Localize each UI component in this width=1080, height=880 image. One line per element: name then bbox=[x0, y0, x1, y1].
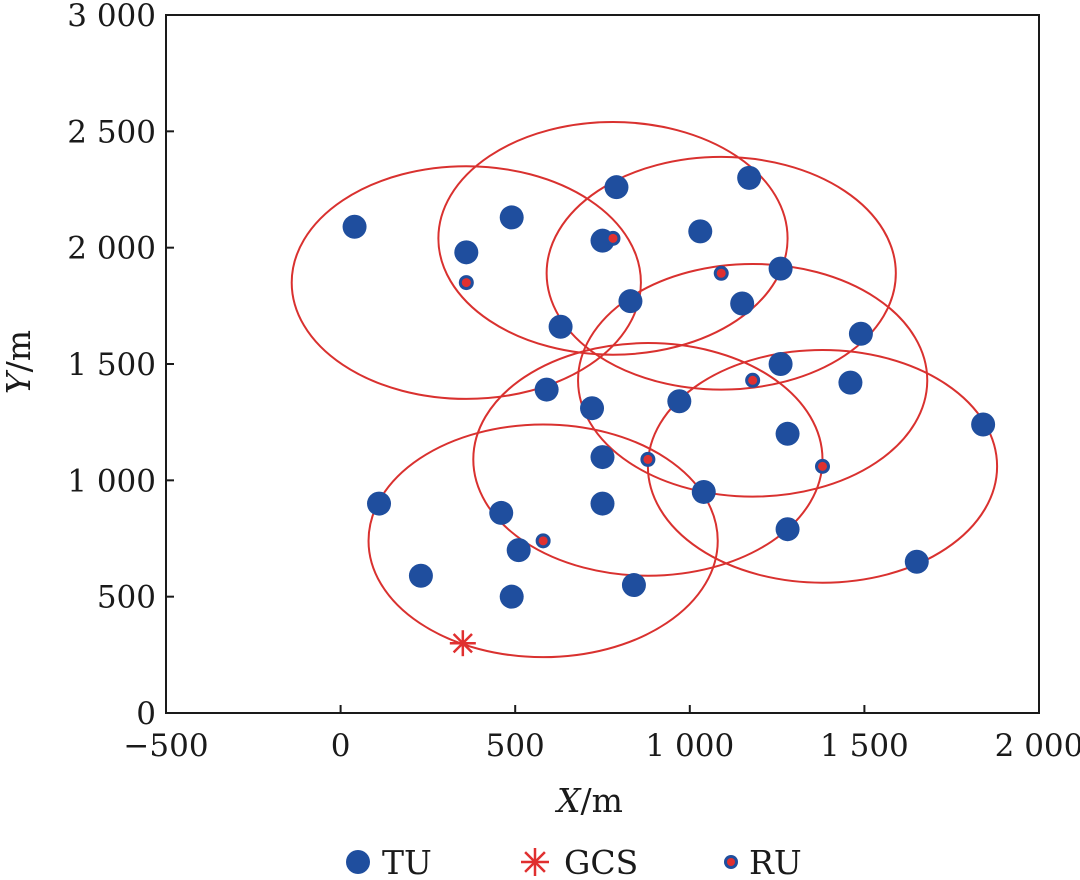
tu-point bbox=[499, 584, 524, 609]
tu-point bbox=[838, 370, 863, 395]
tu-point bbox=[506, 538, 531, 563]
legend-item-ru: RU bbox=[724, 843, 802, 880]
tu-point bbox=[408, 563, 433, 588]
ru-point-inner bbox=[716, 268, 726, 278]
x-tick-label: 2 000 bbox=[995, 728, 1080, 764]
tu-point bbox=[590, 491, 615, 516]
coverage-circle bbox=[437, 121, 789, 356]
ru-point-inner bbox=[538, 536, 548, 546]
tu-point bbox=[775, 421, 800, 446]
x-tick-label: −500 bbox=[123, 728, 208, 764]
legend-gcs-marker bbox=[521, 848, 549, 876]
y-axis-title: Y/m bbox=[0, 330, 38, 394]
axis-ticks bbox=[165, 14, 1040, 714]
ru-point bbox=[713, 265, 729, 281]
ru-point-inner bbox=[461, 278, 471, 288]
tu-point bbox=[548, 314, 573, 339]
y-tick-label: 1 500 bbox=[67, 347, 156, 383]
ru-point-inner bbox=[643, 454, 653, 464]
legend-item-gcs: GCS bbox=[521, 843, 638, 880]
tu-point bbox=[768, 256, 793, 281]
tu-point bbox=[848, 321, 873, 346]
x-tick-label: 1 000 bbox=[645, 728, 734, 764]
tu-point bbox=[667, 389, 692, 414]
tu-point bbox=[489, 500, 514, 525]
gcs-points bbox=[449, 630, 476, 657]
tu-point bbox=[688, 219, 713, 244]
tu-point bbox=[454, 240, 479, 265]
coverage-circles bbox=[290, 121, 999, 659]
coverage-circle bbox=[367, 423, 719, 659]
ru-point-inner bbox=[817, 461, 827, 471]
coverage-circle bbox=[290, 165, 642, 400]
gcs-point bbox=[449, 630, 476, 657]
tu-point bbox=[580, 396, 605, 421]
ru-point-inner bbox=[608, 233, 618, 243]
ru-point bbox=[640, 451, 656, 467]
tu-point bbox=[367, 491, 392, 516]
coverage-circle bbox=[545, 155, 897, 391]
tu-point bbox=[534, 377, 559, 402]
tu-point bbox=[342, 214, 367, 239]
x-tick-label: 0 bbox=[331, 728, 351, 764]
ru-point bbox=[535, 533, 551, 549]
x-tick-label: 500 bbox=[486, 728, 545, 764]
gcs-stroke bbox=[524, 851, 546, 873]
tu-point bbox=[737, 165, 762, 190]
x-axis-title: X/m bbox=[554, 781, 623, 820]
coverage-circle bbox=[577, 262, 929, 498]
tu-point bbox=[621, 573, 646, 598]
ru-point bbox=[745, 372, 761, 388]
x-tick-label: 1 500 bbox=[820, 728, 909, 764]
ru-point bbox=[458, 275, 474, 291]
legend-tu-marker bbox=[346, 850, 370, 874]
tu-point bbox=[971, 412, 996, 437]
tu-point bbox=[590, 445, 615, 470]
y-tick-label: 2 000 bbox=[67, 231, 156, 267]
ru-point bbox=[814, 458, 830, 474]
legend-ru-label: RU bbox=[749, 843, 802, 880]
tu-point bbox=[768, 352, 793, 376]
tu-point bbox=[604, 175, 629, 200]
ru-points bbox=[458, 230, 830, 549]
legend: TU GCS RU bbox=[346, 843, 802, 880]
tu-point bbox=[904, 549, 929, 574]
tu-point bbox=[730, 291, 755, 316]
y-tick-label: 1 000 bbox=[67, 463, 156, 499]
legend-ru-inner bbox=[727, 858, 735, 866]
legend-gcs-asterisk bbox=[521, 848, 549, 876]
legend-tu-label: TU bbox=[382, 843, 432, 880]
legend-item-tu: TU bbox=[346, 843, 432, 880]
gcs-stroke bbox=[452, 633, 473, 654]
y-tick-label: 0 bbox=[136, 696, 156, 732]
tu-points bbox=[342, 165, 996, 609]
tu-point bbox=[618, 289, 643, 314]
legend-gcs-label: GCS bbox=[564, 843, 638, 880]
y-tick-label: 3 000 bbox=[67, 0, 156, 34]
tu-point bbox=[499, 205, 524, 230]
y-tick-label: 500 bbox=[97, 580, 156, 616]
tu-point bbox=[775, 517, 800, 542]
ru-point-inner bbox=[748, 375, 758, 385]
tu-point bbox=[691, 479, 716, 504]
y-tick-label: 2 500 bbox=[67, 114, 156, 150]
ru-point bbox=[605, 230, 621, 246]
